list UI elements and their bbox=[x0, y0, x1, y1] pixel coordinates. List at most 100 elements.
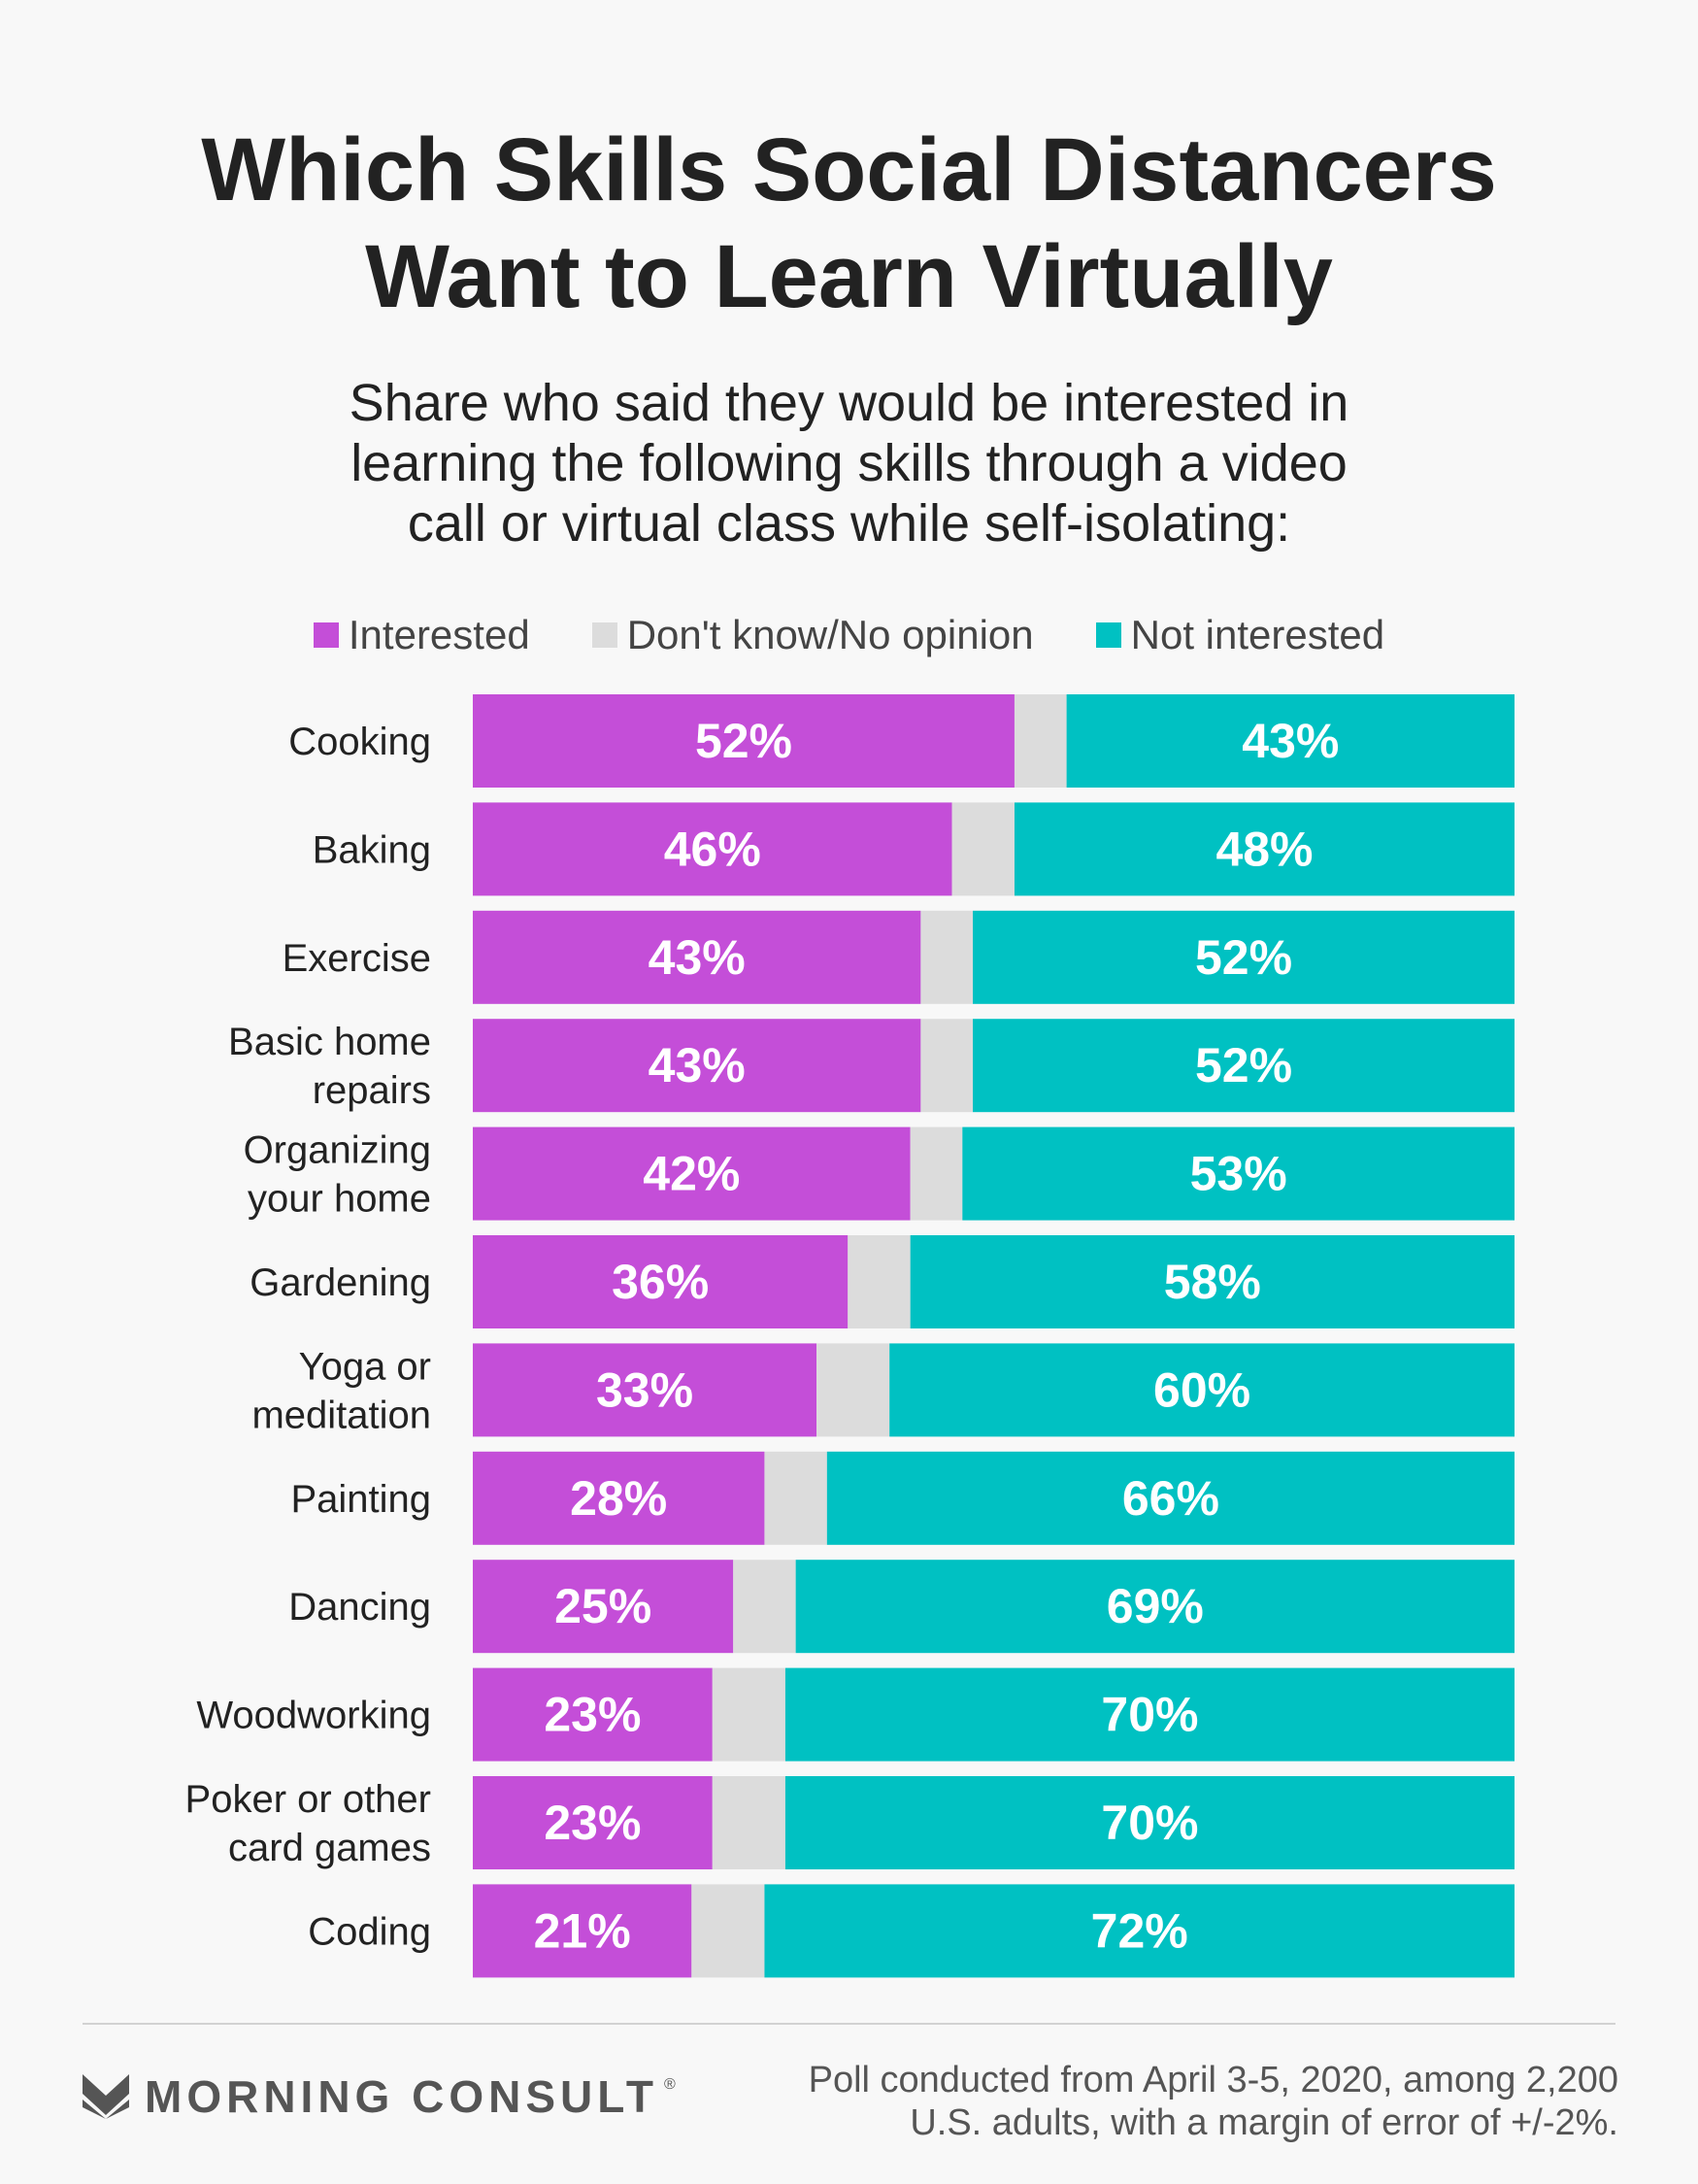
bar-segment-dont-know bbox=[712, 1667, 785, 1762]
data-label-interested: 33% bbox=[596, 1362, 693, 1417]
bar-segment-dont-know bbox=[848, 1235, 911, 1328]
bar-segment-dont-know bbox=[951, 802, 1015, 896]
bar-segment-dont-know bbox=[920, 1019, 974, 1113]
bar-segment-interested bbox=[473, 1884, 692, 1978]
registered-mark: ® bbox=[664, 2076, 676, 2093]
bar-segment-not-interested bbox=[973, 910, 1515, 1004]
data-label-not-interested: 53% bbox=[1190, 1147, 1287, 1201]
bar-segment-not-interested bbox=[795, 1560, 1515, 1654]
data-label-not-interested: 70% bbox=[1101, 1688, 1198, 1742]
category-label: Exercise bbox=[283, 937, 431, 980]
bar-segment-not-interested bbox=[784, 1776, 1515, 1869]
bar-segment-interested bbox=[473, 694, 1015, 788]
data-label-interested: 23% bbox=[544, 1688, 641, 1742]
stacked-bar-chart: 52% 43% Cooking 46% 48% Baking 43% 52% Exercise 4… bbox=[185, 694, 1515, 1978]
chart-title: Which Skills Social Distancers Want to L… bbox=[0, 117, 1698, 330]
methodology-note: Poll conducted from April 3-5, 2020, amo… bbox=[809, 2059, 1618, 2144]
category-label: Baking bbox=[313, 828, 431, 871]
category-label: repairs bbox=[313, 1069, 431, 1112]
data-label-not-interested: 52% bbox=[1195, 1038, 1292, 1092]
morning-consult-m-icon bbox=[83, 2074, 129, 2119]
category-label: meditation bbox=[251, 1394, 431, 1436]
category-label: Painting bbox=[290, 1478, 431, 1521]
bar-segment-interested bbox=[473, 1019, 921, 1113]
category-label: Coding bbox=[308, 1910, 431, 1953]
data-label-not-interested: 66% bbox=[1122, 1471, 1219, 1526]
data-label-interested: 46% bbox=[664, 822, 761, 876]
category-label: card games bbox=[228, 1827, 431, 1869]
bar-segment-interested bbox=[473, 1451, 765, 1545]
methodology-note-line: U.S. adults, with a margin of error of +… bbox=[910, 2102, 1618, 2143]
data-label-not-interested: 58% bbox=[1164, 1255, 1261, 1309]
category-label: Dancing bbox=[288, 1586, 431, 1629]
legend-item-interested: Interested bbox=[313, 612, 530, 658]
chart-subtitle-line: Share who said they would be interested … bbox=[349, 374, 1349, 432]
legend-label: Not interested bbox=[1130, 612, 1385, 657]
bar-segment-not-interested bbox=[910, 1235, 1515, 1328]
footer-divider bbox=[83, 2023, 1615, 2025]
bar-segment-not-interested bbox=[1014, 802, 1515, 896]
chart-title-line: Want to Learn Virtually bbox=[365, 227, 1333, 326]
legend-item-not-interested: Not interested bbox=[1095, 612, 1385, 658]
bar-segment-interested bbox=[473, 1235, 849, 1328]
bar-segment-dont-know bbox=[920, 910, 974, 1004]
legend-swatch-not-interested bbox=[1095, 622, 1121, 648]
legend-swatch-dont-know bbox=[591, 622, 617, 648]
data-label-interested: 25% bbox=[554, 1579, 651, 1633]
bar-segment-not-interested bbox=[1066, 694, 1515, 788]
data-label-interested: 43% bbox=[649, 1038, 746, 1092]
bar-segment-dont-know bbox=[733, 1560, 796, 1654]
morning-consult-logo: MORNING CONSULT ® bbox=[83, 2070, 676, 2123]
chart-title-line: Which Skills Social Distancers bbox=[201, 120, 1497, 219]
legend-swatch-interested bbox=[313, 622, 339, 648]
data-label-not-interested: 52% bbox=[1195, 930, 1292, 985]
bar-segment-interested bbox=[473, 1776, 713, 1869]
bar-segment-interested bbox=[473, 1560, 734, 1654]
bar-segment-interested bbox=[473, 1126, 911, 1221]
data-label-not-interested: 72% bbox=[1091, 1903, 1188, 1958]
data-label-not-interested: 48% bbox=[1215, 822, 1313, 876]
bar-segment-not-interested bbox=[973, 1019, 1515, 1113]
legend-item-dont-know: Don't know/No opinion bbox=[591, 612, 1034, 658]
bar-segment-dont-know bbox=[910, 1126, 963, 1221]
category-label: Organizing bbox=[244, 1129, 431, 1172]
category-label: your home bbox=[248, 1178, 431, 1221]
category-label: Woodworking bbox=[196, 1695, 431, 1737]
data-label-not-interested: 43% bbox=[1242, 714, 1339, 768]
bar-segment-not-interested bbox=[764, 1884, 1515, 1978]
data-label-interested: 43% bbox=[649, 930, 746, 985]
data-label-interested: 23% bbox=[544, 1796, 641, 1850]
bar-segment-dont-know bbox=[712, 1776, 785, 1869]
bar-segment-interested bbox=[473, 802, 952, 896]
data-label-not-interested: 69% bbox=[1107, 1579, 1204, 1633]
bar-segment-interested bbox=[473, 910, 921, 1004]
chart-legend: Interested Don't know/No opinion Not int… bbox=[0, 612, 1698, 658]
bar-segment-dont-know bbox=[764, 1451, 827, 1545]
data-label-not-interested: 70% bbox=[1101, 1796, 1198, 1850]
chart-subtitle: Share who said they would be interested … bbox=[0, 373, 1698, 554]
data-label-interested: 52% bbox=[695, 714, 792, 768]
data-label-interested: 28% bbox=[570, 1471, 667, 1526]
data-label-interested: 36% bbox=[612, 1255, 709, 1309]
bar-segment-interested bbox=[473, 1343, 817, 1437]
methodology-note-line: Poll conducted from April 3-5, 2020, amo… bbox=[808, 2060, 1618, 2100]
bar-segment-not-interested bbox=[962, 1126, 1515, 1221]
bar-segment-not-interested bbox=[784, 1667, 1515, 1762]
chart-subtitle-line: call or virtual class while self-isolati… bbox=[407, 494, 1291, 553]
category-label: Yoga or bbox=[299, 1345, 431, 1388]
category-label: Cooking bbox=[288, 721, 431, 763]
bar-segment-dont-know bbox=[1014, 694, 1067, 788]
data-label-interested: 42% bbox=[643, 1147, 740, 1201]
category-label: Poker or other bbox=[185, 1778, 431, 1821]
legend-label: Don't know/No opinion bbox=[626, 612, 1034, 657]
bar-segment-not-interested bbox=[889, 1343, 1515, 1437]
bar-segment-not-interested bbox=[826, 1451, 1515, 1545]
bar-segment-dont-know bbox=[691, 1884, 765, 1978]
data-label-interested: 21% bbox=[534, 1903, 631, 1958]
bar-segment-dont-know bbox=[816, 1343, 890, 1437]
category-label: Basic home bbox=[228, 1021, 431, 1063]
category-label: Gardening bbox=[250, 1261, 431, 1304]
bar-segment-interested bbox=[473, 1667, 713, 1762]
legend-label: Interested bbox=[348, 612, 530, 657]
chart-subtitle-line: learning the following skills through a … bbox=[350, 434, 1348, 492]
